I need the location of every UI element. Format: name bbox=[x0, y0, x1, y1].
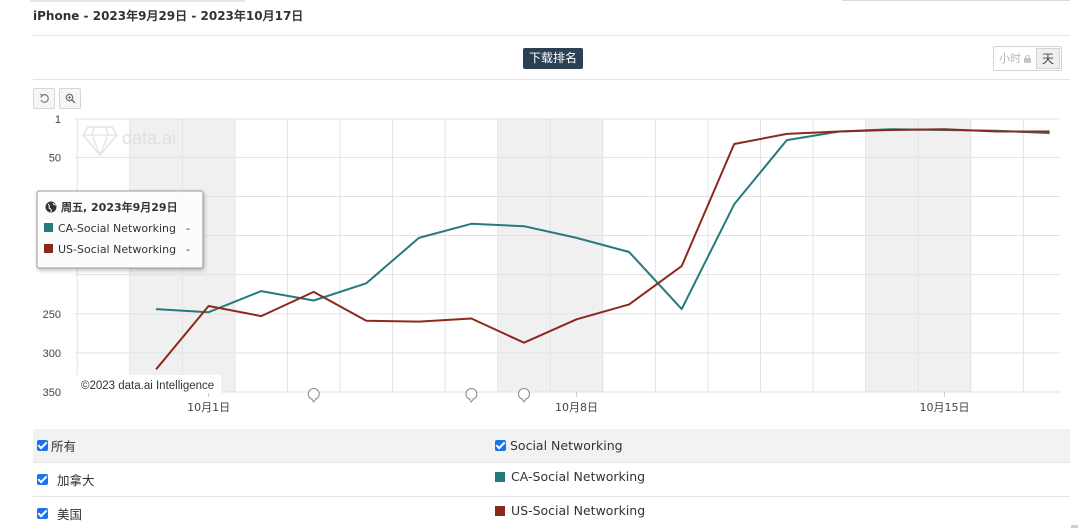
filter-all-label: 所有 bbox=[51, 439, 77, 454]
legend-us-label: US-Social Networking bbox=[511, 503, 646, 518]
annotation-marker-circle bbox=[307, 388, 320, 400]
annotation-marker-tail bbox=[469, 398, 474, 403]
checkbox-icon bbox=[37, 474, 48, 485]
header-divider bbox=[33, 35, 1070, 36]
granularity-day-button[interactable]: 天 bbox=[1036, 48, 1061, 69]
tooltip-us-swatch bbox=[44, 244, 53, 253]
filter-canada-label: 加拿大 bbox=[57, 473, 95, 488]
granularity-toggle: 小时 天 bbox=[993, 46, 1063, 71]
resize-handle[interactable] bbox=[1071, 525, 1078, 528]
tooltip-ca-label: CA-Social Networking bbox=[58, 222, 176, 235]
reset-zoom-button[interactable] bbox=[33, 88, 55, 109]
tooltip-us-label: US-Social Networking bbox=[58, 243, 176, 256]
filter-canada-checkbox[interactable]: 加拿大 bbox=[37, 463, 95, 496]
top-divider-left bbox=[30, 0, 245, 2]
legend-row-usa: 美国 US-Social Networking bbox=[33, 497, 1070, 530]
zoom-in-icon bbox=[65, 93, 76, 104]
legend-row-all: 所有 Social Networking bbox=[33, 429, 1070, 463]
undo-icon bbox=[39, 93, 49, 103]
y-tick-label: 1 bbox=[55, 114, 61, 126]
filter-usa-label: 美国 bbox=[57, 507, 83, 522]
ca-swatch bbox=[495, 471, 505, 482]
tooltip-ca-swatch bbox=[44, 223, 53, 232]
data-ai-watermark: data.ai bbox=[82, 126, 176, 157]
y-tick-label: 300 bbox=[43, 348, 61, 360]
granularity-hour-label: 小时 bbox=[999, 52, 1021, 65]
annotation-marker-tail bbox=[521, 398, 527, 403]
series-line-us bbox=[155, 128, 1050, 370]
filter-all-checkbox[interactable]: 所有 bbox=[37, 429, 76, 462]
tooltip-ca-value: - bbox=[186, 222, 190, 235]
filter-usa-checkbox[interactable]: 美国 bbox=[37, 497, 82, 530]
top-divider-right bbox=[842, 0, 1070, 1]
y-tick-label: 50 bbox=[49, 152, 61, 164]
x-tick-label: 10月8日 bbox=[555, 401, 598, 414]
page-title: iPhone - 2023年9月29日 - 2023年10月17日 bbox=[33, 9, 304, 23]
toolbar-divider bbox=[33, 79, 1070, 80]
lock-icon bbox=[1024, 54, 1031, 63]
filter-social-networking-checkbox[interactable]: Social Networking bbox=[495, 429, 623, 462]
annotation-marker-icon[interactable] bbox=[465, 388, 478, 403]
legend-row-canada: 加拿大 CA-Social Networking bbox=[33, 463, 1070, 497]
rank-line-chart: data.ai 1 50 250 300 350 10月1日 10月8日 10月15日 ©2… bbox=[36, 114, 1060, 414]
annotation-marker-tail bbox=[311, 398, 317, 403]
annotation-marker-icon[interactable] bbox=[307, 388, 320, 403]
checkbox-icon bbox=[37, 440, 48, 451]
y-tick-label: 250 bbox=[43, 309, 61, 321]
tooltip: 周五, 2023年9月29日 CA-Social Networking - US… bbox=[36, 190, 204, 269]
globe-icon bbox=[45, 201, 57, 213]
y-tick-label: 350 bbox=[43, 387, 61, 399]
x-tick-label: 10月1日 bbox=[187, 401, 230, 414]
granularity-hour-button[interactable]: 小时 bbox=[994, 47, 1035, 70]
watermark-text: data.ai bbox=[122, 128, 176, 148]
chart-credit: ©2023 data.ai Intelligence bbox=[76, 375, 221, 393]
legend-item-ca[interactable]: CA-Social Networking bbox=[495, 460, 645, 493]
credit-text: ©2023 data.ai Intelligence bbox=[81, 380, 214, 392]
checkbox-icon bbox=[495, 440, 506, 451]
tooltip-date: 周五, 2023年9月29日 bbox=[61, 200, 178, 214]
annotation-marker-circle bbox=[465, 388, 478, 400]
us-swatch bbox=[495, 505, 505, 516]
annotation-marker-circle bbox=[517, 388, 530, 400]
annotation-marker-icon[interactable] bbox=[517, 388, 530, 403]
legend-ca-label: CA-Social Networking bbox=[511, 469, 646, 484]
x-tick-label: 10月15日 bbox=[919, 401, 969, 414]
filter-social-networking-label: Social Networking bbox=[510, 438, 623, 453]
tooltip-us-value: - bbox=[186, 243, 190, 256]
checkbox-icon bbox=[37, 508, 48, 519]
zoom-button[interactable] bbox=[59, 88, 81, 109]
download-rank-button[interactable]: 下载排名 bbox=[523, 48, 584, 69]
series-legend-table: 所有 Social Networking 加拿大 CA-Social Netwo… bbox=[33, 429, 1070, 530]
legend-item-us[interactable]: US-Social Networking bbox=[495, 494, 645, 527]
